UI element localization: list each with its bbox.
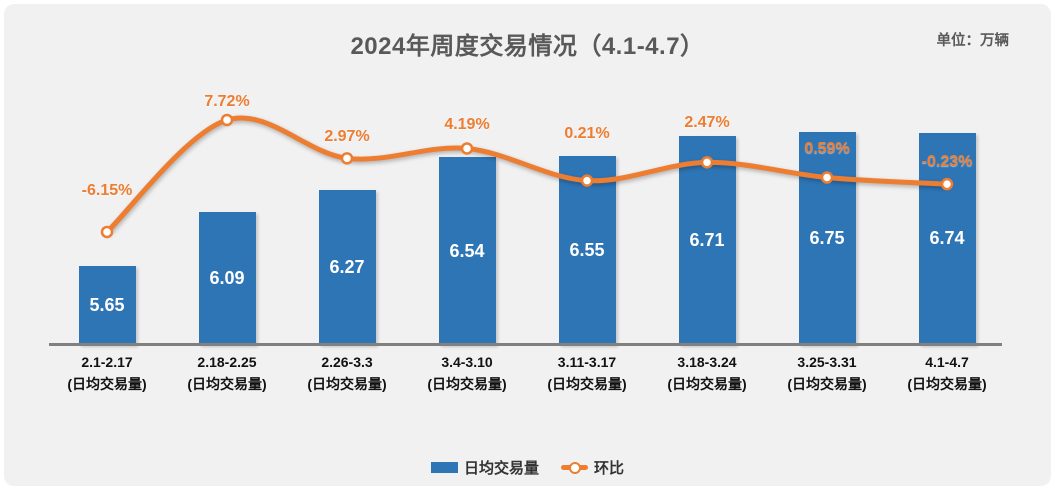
chart-title: 2024年周度交易情况（4.1-4.7）	[350, 33, 705, 60]
bar-value-label: 6.75	[809, 227, 845, 248]
unit-label: 单位：万辆	[936, 33, 1010, 49]
x-axis-label-range: 2.1-2.17	[81, 354, 133, 370]
pct-label: 0.21%	[564, 124, 610, 142]
x-axis-label: 3.4-3.10 (日均交易量)	[397, 351, 537, 395]
legend-item-line: 环比	[561, 457, 624, 478]
x-axis-line	[49, 343, 1002, 346]
x-axis-label-sub: (日均交易量)	[67, 376, 147, 392]
x-axis-label: 2.26-3.3 (日均交易量)	[277, 351, 417, 395]
x-axis-label-range: 2.18-2.25	[197, 354, 257, 370]
pct-label: 4.19%	[444, 116, 490, 134]
x-axis-label-range: 2.26-3.3	[321, 354, 373, 370]
bar-value-label: 6.74	[929, 228, 965, 249]
x-axis-label-range: 3.25-3.31	[797, 354, 857, 370]
pct-label: 2.97%	[324, 128, 370, 146]
x-axis-label: 4.1-4.7 (日均交易量)	[877, 351, 1017, 395]
pct-label: -6.15%	[81, 181, 133, 199]
x-axis-label-sub: (日均交易量)	[787, 376, 867, 392]
bar-swatch-icon	[430, 462, 458, 473]
pct-label: 0.59%	[804, 139, 850, 157]
x-axis-label-sub: (日均交易量)	[547, 376, 627, 392]
chart-panel	[4, 4, 1051, 486]
x-axis-label-range: 3.18-3.24	[677, 354, 737, 370]
bar: 6.55	[558, 155, 616, 345]
x-axis-label: 3.18-3.24 (日均交易量)	[637, 351, 777, 395]
x-axis-label: 2.1-2.17 (日均交易量)	[37, 351, 177, 395]
legend-line-label: 环比	[594, 460, 625, 477]
x-axis-label-sub: (日均交易量)	[187, 376, 267, 392]
pct-label: 7.72%	[204, 92, 250, 110]
bar-value-label: 6.09	[209, 268, 245, 288]
x-axis-label-sub: (日均交易量)	[667, 376, 747, 392]
bar: 6.75	[798, 131, 856, 345]
x-axis-label-range: 3.4-3.10	[441, 354, 493, 370]
bar-value-label: 6.55	[569, 239, 605, 260]
bar: 6.09	[198, 212, 256, 345]
x-axis-label-range: 3.11-3.17	[557, 354, 617, 370]
bar-value-label: 6.27	[329, 257, 365, 278]
legend: 日均交易量 环比	[0, 457, 1055, 478]
x-axis-label-sub: (日均交易量)	[427, 376, 507, 392]
bar-value-label: 5.65	[89, 294, 125, 315]
bar: 6.54	[438, 157, 496, 345]
legend-item-bar: 日均交易量	[430, 457, 539, 478]
pct-label: -0.23%	[921, 153, 973, 171]
pct-label: 2.47%	[684, 114, 730, 132]
line-swatch-icon	[561, 461, 588, 474]
x-axis-label: 2.18-2.25 (日均交易量)	[157, 351, 297, 395]
x-axis-label: 3.11-3.17 (日均交易量)	[517, 351, 657, 395]
x-axis-label-sub: (日均交易量)	[307, 376, 387, 392]
bar-value-label: 6.54	[449, 240, 485, 261]
line-marker-icon	[568, 461, 581, 474]
x-axis-label-sub: (日均交易量)	[907, 376, 987, 392]
bar-value-label: 6.71	[689, 230, 725, 251]
bar: 6.27	[318, 190, 376, 345]
bar: 5.65	[78, 265, 136, 345]
x-axis-label: 3.25-3.31 (日均交易量)	[757, 351, 897, 395]
bar: 6.71	[678, 136, 736, 345]
x-axis-label-range: 4.1-4.7	[925, 354, 969, 370]
legend-bar-label: 日均交易量	[463, 460, 539, 477]
